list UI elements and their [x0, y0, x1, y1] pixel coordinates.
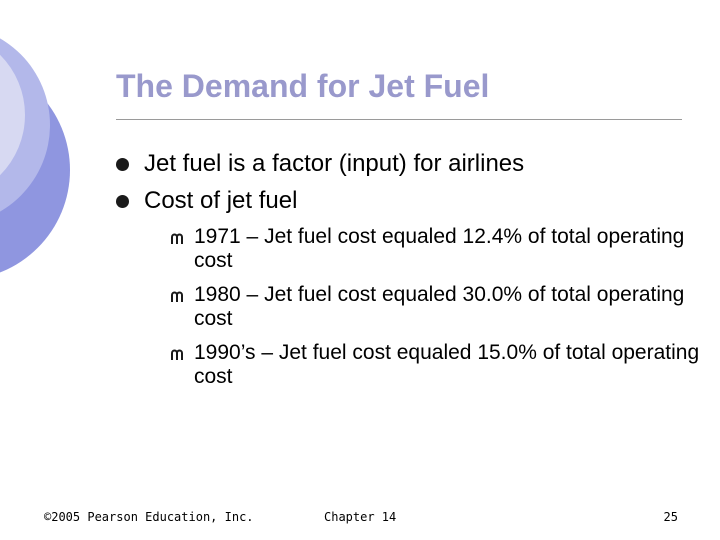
sub-bullet-list: 1971 – Jet fuel cost equaled 12.4% of to… [171, 225, 706, 389]
footer-page-number: 25 [663, 510, 678, 524]
sub-bullet-text: 1990’s – Jet fuel cost equaled 15.0% of … [194, 341, 700, 388]
sub-bullet-item: 1990’s – Jet fuel cost equaled 15.0% of … [171, 341, 706, 389]
decorative-circles [0, 38, 70, 273]
title-divider [116, 119, 682, 120]
bullet-list: Jet fuel is a factor (input) for airline… [116, 150, 706, 399]
footer-copyright: ©2005 Pearson Education, Inc. [44, 510, 254, 524]
sub-bullet-icon [171, 291, 186, 302]
deco-circle-inner [0, 54, 25, 176]
bullet-item: Jet fuel is a factor (input) for airline… [116, 150, 706, 178]
sub-bullet-icon [171, 233, 186, 244]
slide-title: The Demand for Jet Fuel [116, 68, 490, 104]
sub-bullet-item: 1980 – Jet fuel cost equaled 30.0% of to… [171, 283, 706, 331]
bullet-dot-icon [116, 158, 129, 171]
bullet-item: Cost of jet fuel [116, 187, 706, 215]
sub-bullet-item: 1971 – Jet fuel cost equaled 12.4% of to… [171, 225, 706, 273]
bullet-text: Jet fuel is a factor (input) for airline… [144, 150, 525, 177]
sub-bullet-text: 1980 – Jet fuel cost equaled 30.0% of to… [194, 283, 685, 330]
bullet-text: Cost of jet fuel [144, 187, 298, 214]
sub-bullet-icon [171, 349, 186, 360]
bullet-dot-icon [116, 195, 129, 208]
footer-chapter: Chapter 14 [324, 510, 397, 524]
sub-bullet-text: 1971 – Jet fuel cost equaled 12.4% of to… [194, 225, 685, 272]
